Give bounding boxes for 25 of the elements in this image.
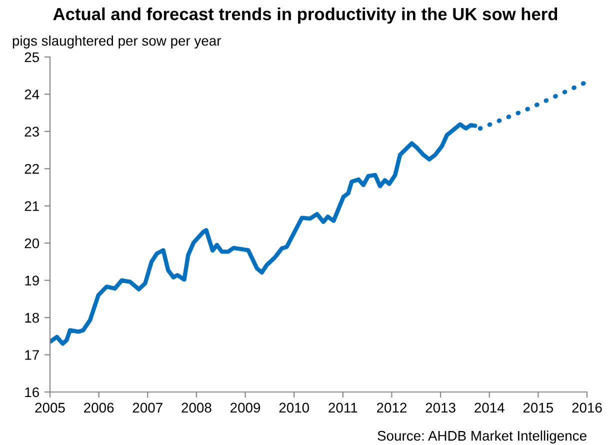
y-tick-label: 21 [24,201,39,211]
x-tick-label: 2009 [230,402,260,413]
x-tick-label: 2012 [376,402,406,413]
x-tick-label: 2011 [328,402,358,413]
x-tick-label: 2014 [474,402,504,413]
x-tick-label: 2005 [35,402,65,413]
y-tick-label: 25 [24,52,40,62]
x-tick-label: 2013 [426,402,456,413]
y-axis-title: pigs slaughtered per sow per year [12,36,221,48]
x-tick-label: 2015 [523,402,554,413]
x-tick-label: 2010 [279,402,309,413]
x-tick-label: 2016 [572,402,602,413]
y-tick-label: 24 [24,90,40,100]
x-tick-label: 2008 [182,402,212,413]
y-tick-label: 18 [25,312,39,323]
x-tick-label: 2007 [132,402,162,413]
y-tick-label: 22 [24,164,39,174]
y-tick-label: 20 [24,238,40,248]
y-tick-label: 23 [24,126,39,137]
y-tick-label: 16 [25,387,39,398]
y-tick-label: 19 [25,276,39,286]
source-note: Source: AHDB Market Intelligence [378,430,586,444]
x-tick-label: 2006 [84,402,114,413]
chart-title: Actual and forecast trends in productivity in the UK sow herd [53,7,558,24]
y-tick-label: 17 [25,350,39,360]
